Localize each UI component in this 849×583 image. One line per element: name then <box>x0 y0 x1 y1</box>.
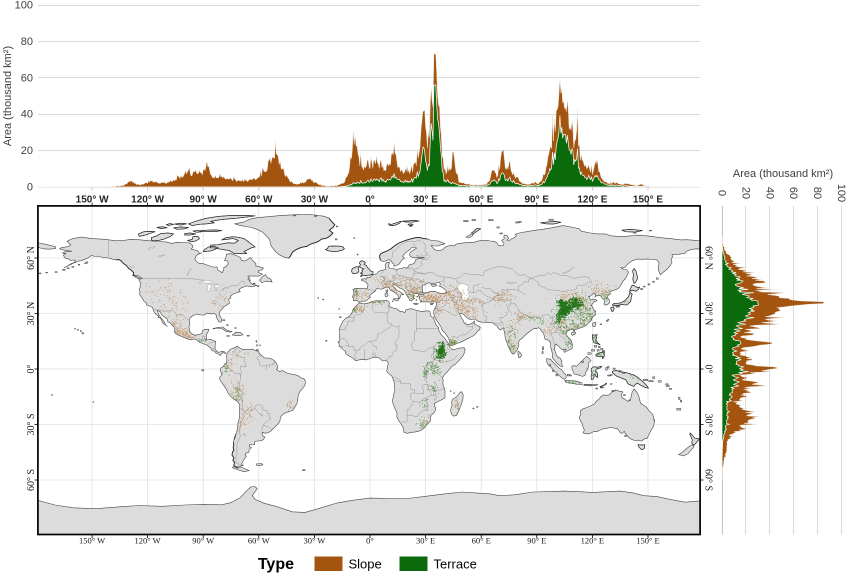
svg-text:60° N: 60° N <box>26 246 37 270</box>
svg-text:30° S: 30° S <box>703 413 714 435</box>
svg-text:150° E: 150° E <box>633 195 663 206</box>
svg-text:60° S: 60° S <box>26 469 37 491</box>
svg-text:120° E: 120° E <box>577 195 607 206</box>
svg-text:0°: 0° <box>26 365 37 374</box>
svg-text:60° N: 60° N <box>703 246 714 270</box>
svg-text:60: 60 <box>787 187 799 199</box>
svg-text:30° W: 30° W <box>303 536 325 546</box>
svg-text:Area (thousand km²): Area (thousand km²) <box>2 46 14 146</box>
svg-text:30° S: 30° S <box>26 413 37 435</box>
svg-text:20: 20 <box>739 187 751 199</box>
svg-text:40: 40 <box>21 109 33 121</box>
svg-text:60° W: 60° W <box>248 536 270 546</box>
svg-text:0°: 0° <box>703 365 714 374</box>
svg-text:60° S: 60° S <box>703 469 714 491</box>
svg-text:0°: 0° <box>366 536 374 546</box>
svg-text:90° W: 90° W <box>190 195 218 206</box>
svg-text:100: 100 <box>15 0 33 12</box>
svg-text:Type: Type <box>258 556 294 573</box>
svg-text:90° W: 90° W <box>192 536 214 546</box>
svg-text:Area (thousand km²): Area (thousand km²) <box>733 168 833 180</box>
svg-text:120° E: 120° E <box>581 536 604 546</box>
svg-text:30° E: 30° E <box>416 536 435 546</box>
svg-text:30° N: 30° N <box>26 302 37 326</box>
svg-text:120° W: 120° W <box>131 195 164 206</box>
svg-text:60° E: 60° E <box>469 195 494 206</box>
svg-text:80: 80 <box>811 187 823 199</box>
svg-text:40: 40 <box>763 187 775 199</box>
svg-text:150° E: 150° E <box>636 536 659 546</box>
svg-text:120° W: 120° W <box>135 536 161 546</box>
svg-text:0: 0 <box>27 182 33 194</box>
svg-text:90° E: 90° E <box>525 195 550 206</box>
svg-text:0: 0 <box>716 190 728 196</box>
svg-text:Terrace: Terrace <box>434 557 477 572</box>
svg-text:Slope: Slope <box>349 557 382 572</box>
svg-text:100: 100 <box>835 184 847 202</box>
svg-text:30° W: 30° W <box>301 195 329 206</box>
svg-text:90° E: 90° E <box>527 536 546 546</box>
svg-text:80: 80 <box>21 36 33 48</box>
svg-text:150° W: 150° W <box>79 536 105 546</box>
svg-text:0°: 0° <box>365 195 375 206</box>
svg-text:60° W: 60° W <box>245 195 273 206</box>
svg-text:30° N: 30° N <box>703 302 714 326</box>
svg-text:30° E: 30° E <box>413 195 438 206</box>
svg-text:150° W: 150° W <box>76 195 109 206</box>
svg-text:60° E: 60° E <box>472 536 491 546</box>
svg-text:20: 20 <box>21 145 33 157</box>
svg-text:60: 60 <box>21 72 33 84</box>
